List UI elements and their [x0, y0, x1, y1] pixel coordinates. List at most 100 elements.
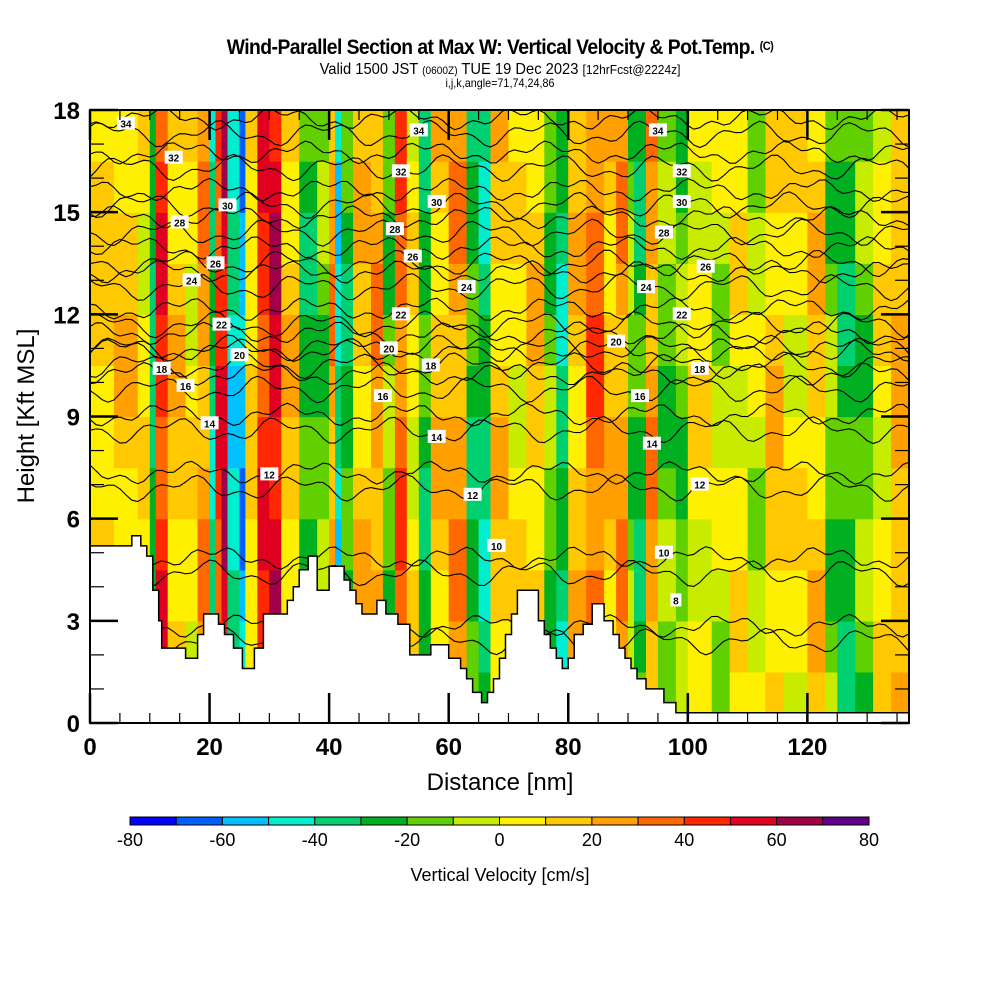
velocity-cell — [353, 518, 372, 571]
velocity-cell — [711, 467, 731, 520]
contour-label: 18 — [690, 361, 709, 376]
velocity-cell — [269, 365, 282, 418]
velocity-cell — [556, 212, 569, 264]
velocity-cell — [837, 263, 856, 315]
velocity-cell — [155, 365, 169, 418]
velocity-cell — [371, 518, 384, 571]
velocity-cell — [185, 467, 199, 520]
contour-label-bg — [670, 593, 682, 607]
velocity-cell — [353, 314, 372, 366]
contour-label: 12 — [260, 467, 279, 481]
velocity-cell — [281, 263, 300, 315]
velocity-cell — [837, 161, 856, 213]
theta-contour-minor — [90, 361, 909, 386]
contour-label-bg — [391, 307, 410, 321]
velocity-cell — [586, 365, 605, 418]
velocity-cell — [634, 620, 647, 673]
velocity-cell — [783, 365, 808, 418]
velocity-cell — [418, 569, 432, 622]
velocity-cell — [837, 569, 856, 622]
contour-label-text: 12 — [694, 481, 706, 492]
velocity-cell — [341, 263, 354, 315]
velocity-cell — [466, 620, 480, 673]
velocity-cell — [825, 467, 838, 520]
contour-label-text: 18 — [425, 361, 437, 372]
velocity-cell — [371, 467, 384, 520]
velocity-cell — [329, 110, 336, 162]
velocity-cell — [209, 416, 217, 469]
velocity-cell — [873, 569, 892, 622]
velocity-cell — [245, 416, 258, 469]
velocity-cell — [729, 314, 749, 366]
velocity-cell — [329, 212, 336, 264]
contour-label-bg — [690, 477, 709, 491]
theta-contour-minor — [90, 613, 909, 638]
velocity-cell — [873, 671, 892, 723]
velocity-cell — [628, 620, 635, 673]
velocity-cell — [382, 416, 396, 469]
velocity-cell — [568, 518, 587, 571]
contour-label: 12 — [690, 477, 709, 492]
colorbar-tick-label: -60 — [209, 830, 235, 850]
contour-label: 30 — [218, 198, 237, 212]
velocity-cell — [544, 110, 557, 162]
velocity-cell — [167, 110, 187, 162]
velocity-cell — [729, 365, 749, 418]
velocity-cell — [711, 518, 731, 571]
velocity-cell — [891, 365, 909, 418]
velocity-cell — [891, 620, 909, 673]
velocity-cell — [353, 110, 372, 162]
velocity-cell — [418, 518, 432, 571]
contour-label-text: 14 — [431, 433, 443, 444]
colorbar-tick-labels: -80 -60 -40 -20 0 20 40 60 80 — [117, 830, 879, 850]
velocity-cell — [747, 518, 767, 571]
colorbar-tick-label: 80 — [859, 830, 879, 850]
velocity-cell — [335, 212, 342, 264]
velocity-cell — [448, 314, 468, 366]
velocity-cell — [239, 365, 247, 418]
velocity-cell — [675, 518, 689, 571]
contour-label: 26 — [206, 256, 225, 270]
velocity-cell — [221, 212, 229, 264]
velocity-cell — [646, 365, 659, 418]
velocity-cell — [604, 416, 617, 469]
velocity-cell — [215, 110, 223, 162]
y-tick-label: 0 — [67, 711, 80, 738]
velocity-cell — [711, 263, 731, 315]
velocity-cell — [197, 263, 211, 315]
contour-label-bg — [642, 436, 661, 450]
theta-contour-minor — [90, 140, 909, 165]
velocity-cell — [113, 212, 139, 264]
velocity-cell — [155, 110, 169, 162]
contour-label-bg — [421, 358, 440, 372]
velocity-cell — [245, 212, 258, 264]
velocity-cell — [317, 212, 330, 264]
velocity-cell — [765, 263, 784, 315]
velocity-cell — [418, 263, 432, 315]
contour-label-text: 24 — [461, 283, 473, 294]
velocity-cell — [167, 416, 187, 469]
velocity-cell — [807, 671, 826, 723]
velocity-cell — [185, 518, 199, 571]
velocity-cell — [269, 263, 282, 315]
velocity-cell — [807, 263, 826, 315]
velocity-cell — [855, 467, 874, 520]
velocity-cell — [765, 518, 784, 571]
velocity-cell — [335, 110, 342, 162]
velocity-cell — [149, 212, 157, 264]
velocity-cell — [544, 518, 557, 571]
velocity-cell — [382, 467, 396, 520]
velocity-cell — [215, 569, 223, 622]
velocity-cell — [634, 518, 647, 571]
velocity-cell — [873, 467, 892, 520]
velocity-cell — [675, 314, 689, 366]
velocity-cell — [317, 467, 330, 520]
velocity-cell — [783, 110, 808, 162]
velocity-cell — [371, 161, 384, 213]
velocity-cell — [891, 161, 909, 213]
velocity-cell — [155, 263, 169, 315]
contour-label-text: 20 — [234, 351, 246, 362]
velocity-cell — [149, 161, 157, 213]
velocity-cell — [149, 263, 157, 315]
contour-label: 34 — [648, 123, 667, 137]
